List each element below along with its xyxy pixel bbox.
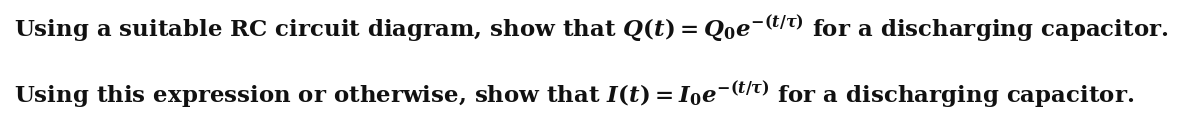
Text: Using a suitable RC circuit diagram, show that $Q(t) = Q_0e^{-(t/\tau)}$ for a d: Using a suitable RC circuit diagram, sho… [14,14,1169,44]
Text: Using this expression or otherwise, show that $I(t) = I_0e^{-(t/\tau)}$ for a di: Using this expression or otherwise, show… [14,79,1135,110]
